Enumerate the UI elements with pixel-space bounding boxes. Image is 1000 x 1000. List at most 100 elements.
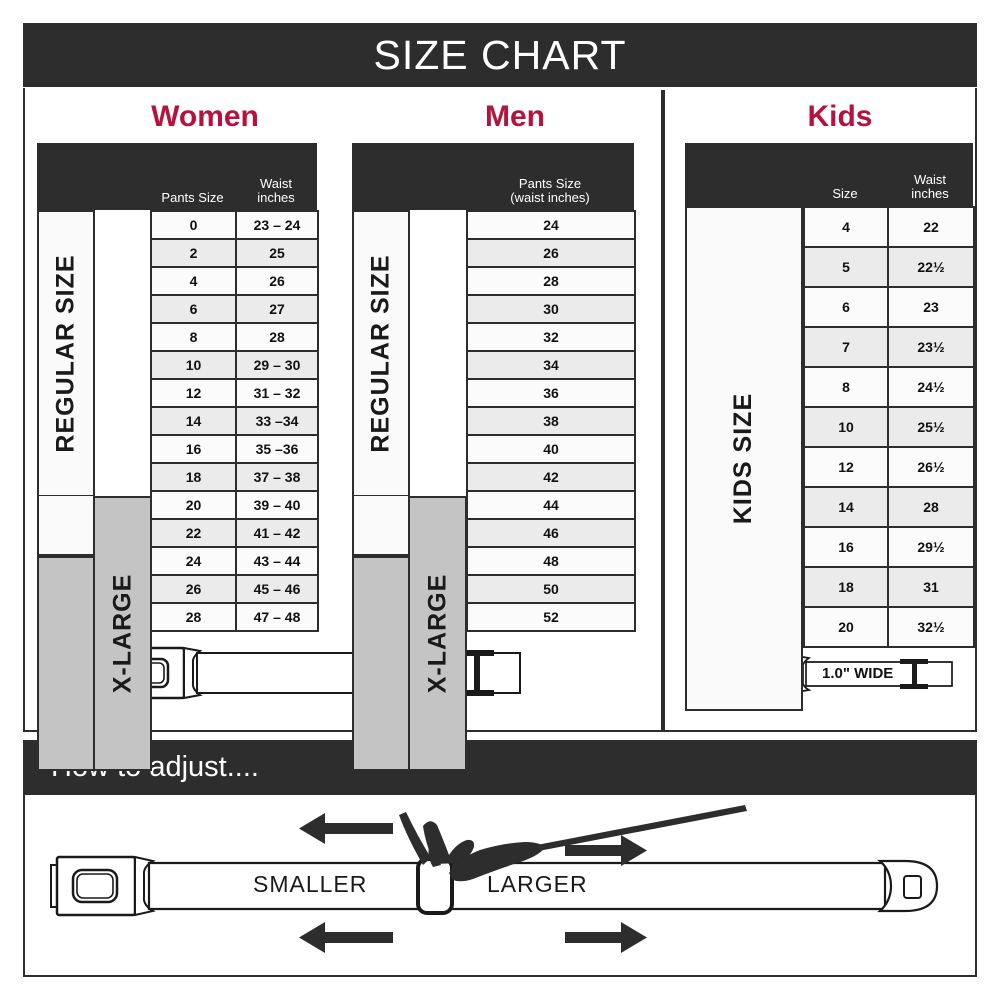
women-cell-size: 26 <box>150 574 237 604</box>
kids-cell-size: 16 <box>803 526 889 568</box>
table-row: 52 <box>466 602 636 632</box>
table-row: 16 35 –36 <box>150 434 319 464</box>
kids-cell-size: 7 <box>803 326 889 368</box>
adjust-smaller-label: SMALLER <box>253 871 368 897</box>
men-cell-size: 50 <box>466 574 636 604</box>
kids-cell-waist: 23 <box>887 286 975 328</box>
charts-frame: Women Men Kids Pants Size Waist inches R… <box>23 88 977 771</box>
kids-cell-waist: 29½ <box>887 526 975 568</box>
women-regular-size-label: REGULAR SIZE <box>51 254 80 453</box>
men-cell-size: 34 <box>466 350 636 380</box>
table-row: 10 29 – 30 <box>150 350 319 380</box>
how-to-adjust-diagram: SMALLER LARGER <box>23 795 977 977</box>
women-col-header-waist: Waist inches <box>257 175 295 205</box>
men-cell-size: 36 <box>466 378 636 408</box>
kids-size-table: Size Waist inches KIDS SIZE Note: Not in… <box>685 143 975 711</box>
women-table-header: Pants Size Waist inches <box>37 143 317 210</box>
women-size-table: Pants Size Waist inches REGULAR SIZE X-L… <box>37 143 327 771</box>
table-row: 14 28 <box>803 486 975 528</box>
women-xlarge-label: X-LARGE <box>108 573 136 694</box>
table-row: 40 <box>466 434 636 464</box>
table-row: 26 45 – 46 <box>150 574 319 604</box>
men-cell-size: 40 <box>466 434 636 464</box>
table-row: 4 22 <box>803 206 975 248</box>
table-row: 8 28 <box>150 322 319 352</box>
women-col-header-pants-size: Pants Size <box>161 189 224 205</box>
table-row: 48 <box>466 546 636 576</box>
arrow-right-top-icon <box>565 835 647 866</box>
men-cell-size: 48 <box>466 546 636 576</box>
table-row: 12 26½ <box>803 446 975 488</box>
men-size-table: Pants Size (waist inches) REGULAR SIZE X… <box>352 143 642 771</box>
kids-cell-size: 8 <box>803 366 889 408</box>
kids-cell-size: 4 <box>803 206 889 248</box>
kids-cell-size: 10 <box>803 406 889 448</box>
page-title: SIZE CHART <box>373 31 627 78</box>
width-measure-icon <box>900 659 928 689</box>
table-row: 28 47 – 48 <box>150 602 319 632</box>
kids-cell-waist: 22½ <box>887 246 975 288</box>
kids-cell-waist: 22 <box>887 206 975 248</box>
men-xlarge-panel: X-LARGE <box>408 496 467 771</box>
table-row: 7 23½ <box>803 326 975 368</box>
adult-belt-width-diagram: 1.5" WIDE <box>100 643 540 713</box>
women-cell-size: 20 <box>150 490 237 520</box>
kids-size-label: KIDS SIZE <box>729 392 758 525</box>
men-cell-size: 24 <box>466 210 636 240</box>
kids-cell-size: 18 <box>803 566 889 608</box>
kids-cell-size: 5 <box>803 246 889 288</box>
women-cell-waist: 37 – 38 <box>235 462 319 492</box>
table-row: 24 <box>466 210 636 240</box>
kids-cell-waist: 24½ <box>887 366 975 408</box>
table-row: 42 <box>466 462 636 492</box>
men-table-header: Pants Size (waist inches) <box>352 143 634 210</box>
section-heading-kids: Kids <box>807 100 873 133</box>
women-cell-waist: 47 – 48 <box>235 602 319 632</box>
belt-tip-icon <box>877 859 939 913</box>
men-cell-size: 26 <box>466 238 636 268</box>
arrow-left-top-icon <box>299 813 393 844</box>
women-cell-waist: 29 – 30 <box>235 350 319 380</box>
men-col-header-pants-size: Pants Size (waist inches) <box>510 175 590 205</box>
arrow-right-bottom-icon <box>565 922 647 953</box>
table-row: 4 26 <box>150 266 319 296</box>
men-xlarge-label: X-LARGE <box>423 573 451 694</box>
belt-buckle-icon <box>50 855 156 917</box>
women-cell-waist: 39 – 40 <box>235 490 319 520</box>
table-row: 26 <box>466 238 636 268</box>
women-cell-size: 14 <box>150 406 237 436</box>
women-cell-waist: 27 <box>235 294 319 324</box>
arrow-left-bottom-icon <box>299 922 393 953</box>
table-row: 50 <box>466 574 636 604</box>
kids-cell-waist: 25½ <box>887 406 975 448</box>
table-row: 20 32½ <box>803 606 975 648</box>
kids-cell-size: 6 <box>803 286 889 328</box>
page-title-bar: SIZE CHART <box>23 23 977 87</box>
kids-col-header-waist: Waist inches <box>911 171 949 201</box>
table-row: 24 43 – 44 <box>150 546 319 576</box>
table-row: 44 <box>466 490 636 520</box>
women-cell-waist: 43 – 44 <box>235 546 319 576</box>
kids-cell-size: 12 <box>803 446 889 488</box>
table-row: 30 <box>466 294 636 324</box>
women-regular-size-panel: REGULAR SIZE <box>37 210 95 497</box>
women-cell-size: 0 <box>150 210 237 240</box>
men-cell-size: 52 <box>466 602 636 632</box>
men-cell-size: 46 <box>466 518 636 548</box>
women-cell-size: 16 <box>150 434 237 464</box>
women-cell-size: 18 <box>150 462 237 492</box>
kids-cell-waist: 28 <box>887 486 975 528</box>
men-cell-size: 28 <box>466 266 636 296</box>
women-cell-size: 10 <box>150 350 237 380</box>
kids-cell-waist: 23½ <box>887 326 975 368</box>
table-row: 46 <box>466 518 636 548</box>
women-cell-waist: 26 <box>235 266 319 296</box>
adjust-larger-label: LARGER <box>487 871 588 897</box>
women-cell-size: 2 <box>150 238 237 268</box>
women-cell-size: 28 <box>150 602 237 632</box>
kids-cell-waist: 31 <box>887 566 975 608</box>
women-regular-size-panel-ext <box>37 496 95 556</box>
section-heading-men: Men <box>485 100 545 133</box>
table-row: 0 23 – 24 <box>150 210 319 240</box>
